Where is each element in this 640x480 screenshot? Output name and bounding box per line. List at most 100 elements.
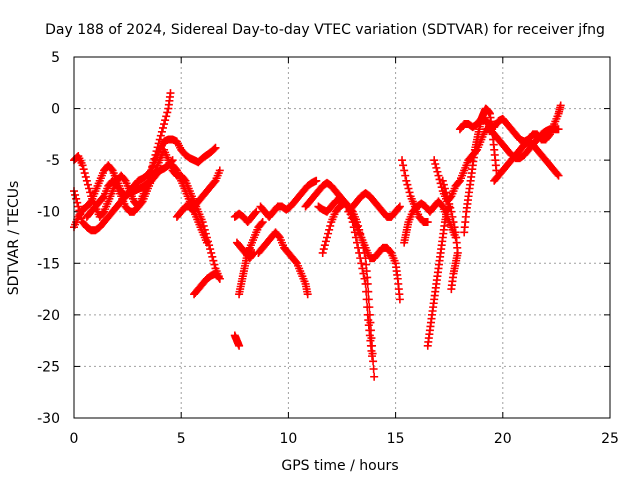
data-point xyxy=(325,225,334,234)
data-point xyxy=(450,223,459,232)
data-point xyxy=(360,274,369,283)
data-point xyxy=(73,198,82,207)
data-point xyxy=(356,254,365,263)
series-10 xyxy=(235,218,267,299)
data-point xyxy=(321,237,330,246)
data-point xyxy=(324,229,333,238)
data-point xyxy=(215,166,224,175)
data-point xyxy=(395,202,404,211)
data-points xyxy=(70,89,565,381)
plot-frame xyxy=(73,56,611,419)
data-point xyxy=(312,176,321,185)
data-point xyxy=(370,372,379,381)
data-point xyxy=(158,123,167,132)
y-tick-label: -20 xyxy=(37,308,60,324)
data-point xyxy=(359,269,368,278)
y-tick-label: -10 xyxy=(37,205,60,221)
data-point xyxy=(358,264,367,273)
data-point xyxy=(156,131,165,140)
data-point xyxy=(152,147,161,156)
data-point xyxy=(405,188,414,197)
y-tick-label: -30 xyxy=(37,411,60,427)
series-8 xyxy=(230,331,244,350)
data-point xyxy=(303,290,312,299)
data-point xyxy=(149,158,158,167)
data-point xyxy=(320,241,329,250)
data-point xyxy=(252,207,261,216)
data-point xyxy=(435,175,444,184)
data-point xyxy=(403,180,412,189)
x-tick-label: 10 xyxy=(279,431,297,447)
data-point xyxy=(400,166,409,175)
data-point xyxy=(151,150,160,159)
data-point xyxy=(433,167,442,176)
data-point xyxy=(162,112,171,121)
data-point xyxy=(355,248,364,257)
series-6 xyxy=(172,202,211,247)
data-point xyxy=(81,172,90,181)
data-point xyxy=(155,135,164,144)
series-11 xyxy=(230,207,261,227)
data-point xyxy=(71,190,80,199)
data-point xyxy=(318,248,327,257)
data-point xyxy=(326,221,335,230)
data-point xyxy=(447,285,456,294)
data-point xyxy=(146,170,155,179)
data-point xyxy=(436,179,445,188)
data-point xyxy=(86,188,95,197)
series-16 xyxy=(314,195,404,304)
x-tick-label: 15 xyxy=(387,431,405,447)
data-point xyxy=(145,174,154,183)
chart-title: Day 188 of 2024, Sidereal Day-to-day VTE… xyxy=(45,22,605,38)
series-19 xyxy=(398,156,432,227)
y-tick-label: -15 xyxy=(37,256,60,272)
data-point xyxy=(394,203,403,212)
x-axis-label: GPS time / hours xyxy=(281,458,398,474)
data-point xyxy=(78,161,87,170)
data-point xyxy=(148,162,157,171)
data-point xyxy=(362,295,371,304)
y-axis-label: SDTVAR / TECUs xyxy=(6,181,22,296)
data-point xyxy=(430,156,439,165)
data-point xyxy=(74,202,83,211)
data-point xyxy=(398,156,407,165)
data-point xyxy=(402,176,411,185)
series-12 xyxy=(254,228,312,299)
data-point xyxy=(210,260,219,269)
data-point xyxy=(206,245,215,254)
data-point xyxy=(143,178,152,187)
series-7 xyxy=(190,269,224,299)
y-tick-label: 5 xyxy=(51,50,60,66)
data-point xyxy=(434,171,443,180)
data-point xyxy=(361,279,370,288)
data-point xyxy=(235,341,244,350)
data-point xyxy=(553,170,562,179)
data-point xyxy=(210,144,219,153)
data-point xyxy=(211,143,220,152)
data-point xyxy=(249,250,258,259)
data-point xyxy=(395,295,404,304)
data-point xyxy=(214,273,223,282)
data-point xyxy=(153,143,162,152)
series-17 xyxy=(344,189,404,221)
x-tick-label: 20 xyxy=(494,431,512,447)
data-point xyxy=(72,194,81,203)
data-point xyxy=(209,256,218,265)
data-point xyxy=(432,163,441,172)
data-point xyxy=(363,303,372,312)
data-point xyxy=(357,259,366,268)
data-point xyxy=(437,183,446,192)
data-point xyxy=(160,120,169,129)
data-point xyxy=(448,212,457,221)
y-axis-tick-labels: -30 -25 -20 -15 -10 -5 0 5 xyxy=(37,50,60,427)
data-point xyxy=(150,154,159,163)
series-4 xyxy=(82,89,175,221)
data-point xyxy=(449,218,458,227)
data-point xyxy=(319,245,328,254)
series-5 xyxy=(168,161,224,211)
x-tick-label: 25 xyxy=(601,431,619,447)
data-point xyxy=(258,218,267,227)
data-point xyxy=(368,352,377,361)
